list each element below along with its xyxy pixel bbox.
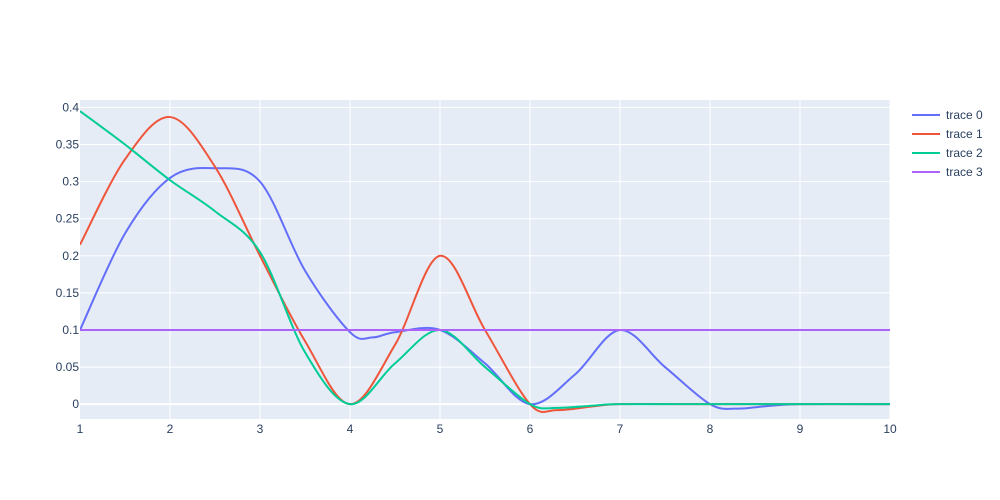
x-tick-label: 3 [257, 422, 264, 436]
y-tick-label: 0.2 [62, 249, 79, 263]
y-tick-label: 0.15 [56, 286, 80, 300]
y-tick-label: 0.05 [56, 360, 80, 374]
legend-item[interactable]: trace 1 [912, 127, 983, 141]
legend-item[interactable]: trace 2 [912, 146, 983, 160]
legend-label: trace 1 [946, 127, 983, 141]
x-tick-label: 10 [883, 422, 897, 436]
x-tick-label: 7 [617, 422, 624, 436]
legend[interactable]: trace 0 trace 1 trace 2 trace 3 [912, 108, 983, 179]
y-tick-label: 0.3 [62, 175, 79, 189]
y-tick-label: 0.1 [62, 323, 79, 337]
y-tick-label: 0.25 [56, 212, 80, 226]
legend-item[interactable]: trace 0 [912, 108, 983, 122]
y-tick-label: 0.4 [62, 100, 79, 114]
legend-label: trace 0 [946, 108, 983, 122]
x-axis: 1 2 3 4 5 6 7 8 9 10 [77, 422, 897, 436]
x-tick-label: 2 [167, 422, 174, 436]
y-axis: 0 0.05 0.1 0.15 0.2 0.25 0.3 0.35 0.4 [56, 100, 80, 411]
x-tick-label: 8 [707, 422, 714, 436]
x-tick-label: 4 [347, 422, 354, 436]
x-tick-label: 1 [77, 422, 84, 436]
legend-label: trace 3 [946, 165, 983, 179]
x-tick-label: 5 [437, 422, 444, 436]
legend-item[interactable]: trace 3 [912, 165, 983, 179]
x-tick-label: 6 [527, 422, 534, 436]
legend-label: trace 2 [946, 146, 983, 160]
y-tick-label: 0 [72, 397, 79, 411]
series-lines [80, 110, 890, 413]
y-tick-label: 0.35 [56, 138, 80, 152]
x-tick-label: 9 [797, 422, 804, 436]
